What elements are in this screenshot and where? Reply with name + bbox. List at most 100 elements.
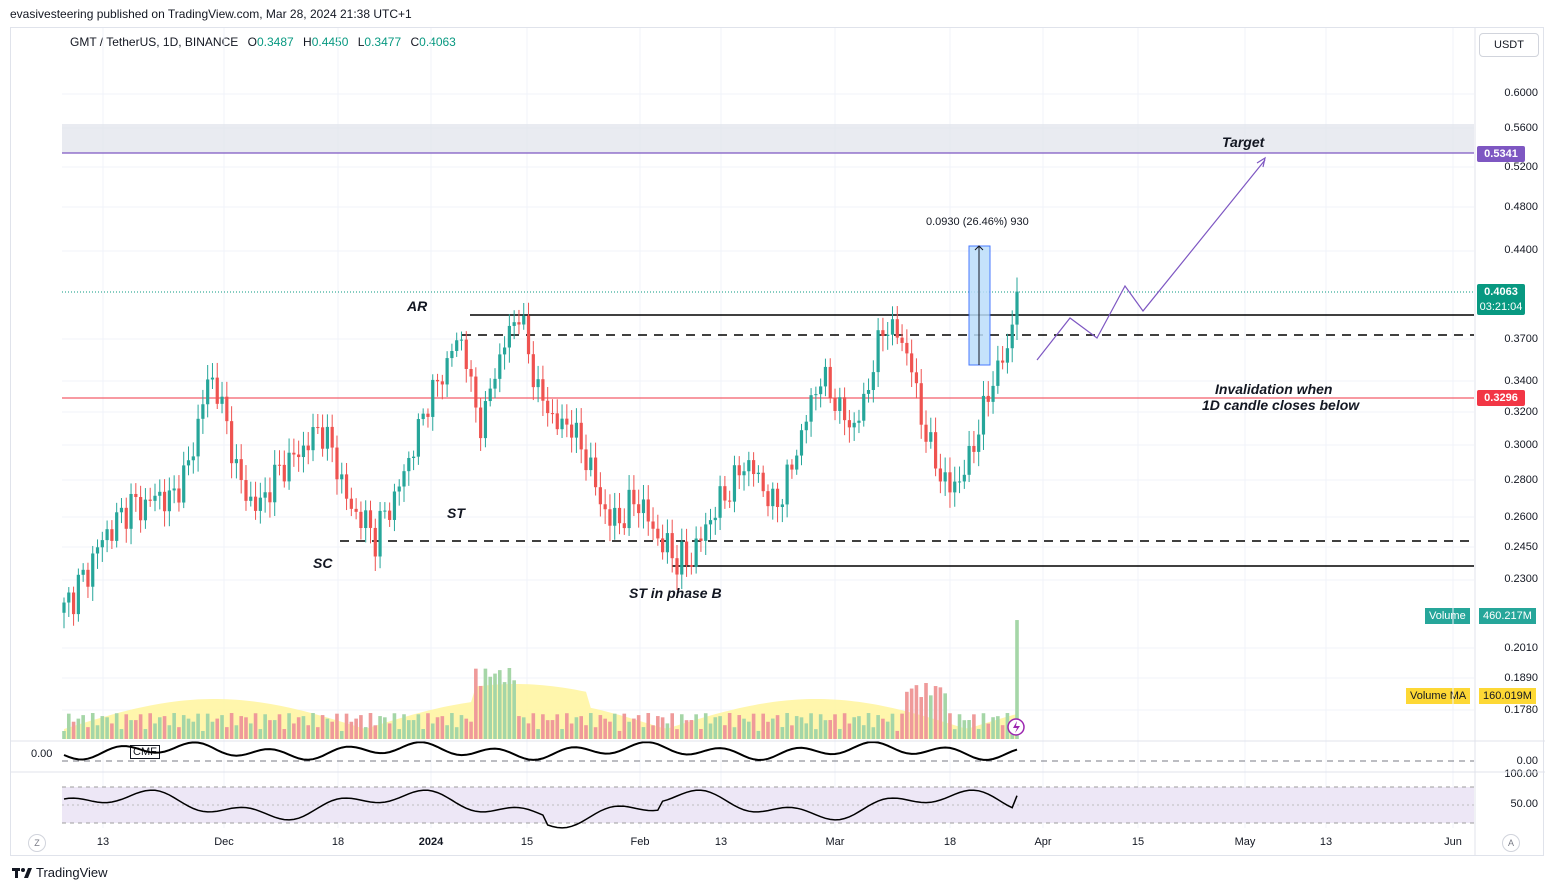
candle-body bbox=[766, 491, 770, 507]
candle-body bbox=[804, 421, 808, 431]
candle-body bbox=[110, 529, 114, 541]
volume-bar bbox=[143, 729, 148, 739]
cmf-label[interactable]: CMF bbox=[130, 745, 160, 759]
volume-bar bbox=[502, 682, 507, 739]
volume-bar bbox=[134, 720, 138, 739]
candle-body bbox=[115, 512, 119, 541]
candle-body bbox=[857, 420, 861, 423]
volume-bar bbox=[478, 685, 483, 739]
candle-body bbox=[244, 480, 248, 501]
volume-bar bbox=[100, 716, 105, 739]
volume-bar bbox=[545, 720, 550, 739]
st-annotation: ST bbox=[447, 505, 465, 521]
volume-bar bbox=[124, 714, 129, 739]
volume-bar bbox=[71, 721, 76, 739]
volume-bar bbox=[62, 731, 66, 739]
volume-bar bbox=[593, 727, 598, 739]
candle-body bbox=[225, 396, 229, 422]
candle-body bbox=[593, 457, 598, 488]
volume-bar bbox=[244, 717, 248, 739]
candle-body bbox=[986, 395, 990, 402]
candle-body bbox=[502, 347, 507, 355]
candle-body bbox=[819, 386, 823, 395]
candle-body bbox=[483, 401, 488, 439]
volume-bar bbox=[584, 725, 588, 739]
candle-body bbox=[239, 459, 243, 481]
volume-bar bbox=[220, 715, 224, 739]
volume-bar bbox=[507, 668, 512, 739]
auto-scale-button[interactable]: A bbox=[1502, 834, 1520, 852]
candle-body bbox=[914, 372, 919, 384]
candle-body bbox=[555, 413, 559, 430]
candle-body bbox=[790, 464, 794, 470]
symbol-legend[interactable]: GMT / TetherUS, 1D, BINANCE O0.3487 H0.4… bbox=[70, 35, 456, 49]
candle-body bbox=[785, 464, 789, 505]
volume-bar bbox=[905, 691, 909, 739]
volume-bar bbox=[847, 723, 852, 739]
measure-label: 0.0930 (26.46%) 930 bbox=[926, 216, 1029, 228]
volume-bar bbox=[766, 721, 770, 739]
volume-bar bbox=[248, 723, 253, 739]
volume-bar bbox=[339, 730, 344, 739]
candle-body bbox=[876, 330, 880, 373]
candle-body bbox=[756, 472, 760, 475]
volume-bar bbox=[646, 713, 651, 739]
volume-bar bbox=[679, 714, 684, 739]
candle-body bbox=[392, 491, 397, 520]
volume-bar bbox=[215, 718, 220, 739]
candle-body bbox=[661, 538, 665, 553]
volume-bar bbox=[670, 713, 674, 739]
volume-bar bbox=[201, 730, 205, 739]
volume-bar bbox=[148, 713, 153, 739]
volume-bar bbox=[718, 716, 722, 739]
volume-bar bbox=[292, 723, 296, 739]
candle-body bbox=[445, 358, 449, 385]
candle-body bbox=[708, 520, 713, 525]
volume-bar bbox=[976, 728, 981, 739]
candle-body bbox=[886, 334, 890, 336]
candle-body bbox=[924, 424, 928, 442]
price-tick: 0.3200 bbox=[1504, 406, 1538, 418]
rsi-line bbox=[63, 789, 1018, 829]
candle-body bbox=[684, 541, 689, 566]
volume-bar bbox=[90, 713, 95, 739]
candle-body bbox=[761, 472, 765, 492]
volume-name-label: Volume bbox=[1425, 608, 1470, 624]
candle-body bbox=[953, 481, 957, 493]
candle-body bbox=[962, 474, 966, 482]
time-tick: 2024 bbox=[418, 836, 444, 848]
volume-bar bbox=[258, 729, 263, 739]
volume-bar bbox=[727, 713, 732, 739]
cmf-right-value: 0.00 bbox=[1516, 755, 1538, 767]
volume-bar bbox=[641, 727, 646, 739]
volume-bar bbox=[900, 713, 904, 739]
volume-bar bbox=[119, 729, 124, 739]
candle-body bbox=[862, 393, 866, 421]
volume-bar bbox=[512, 680, 516, 739]
candle-body bbox=[871, 372, 875, 391]
volume-bar bbox=[296, 717, 301, 739]
candle-body bbox=[1010, 324, 1014, 349]
tradingview-logo-icon bbox=[12, 867, 32, 878]
candle-body bbox=[704, 524, 708, 541]
timezone-button[interactable]: Z bbox=[28, 834, 46, 852]
candle-body bbox=[948, 472, 952, 493]
candle-body bbox=[617, 507, 622, 524]
cmf-line bbox=[63, 740, 1018, 762]
volume-bar bbox=[488, 676, 493, 739]
candle-body bbox=[1001, 360, 1005, 363]
currency-button[interactable]: USDT bbox=[1479, 33, 1539, 57]
candle-body bbox=[905, 342, 909, 354]
volume-bar bbox=[967, 720, 971, 739]
candle-body bbox=[507, 325, 511, 348]
volume-bar bbox=[517, 716, 521, 739]
open-value: 0.3487 bbox=[256, 35, 294, 49]
candle-body bbox=[723, 486, 727, 501]
price-tick: 0.5200 bbox=[1504, 161, 1538, 173]
volume-bar bbox=[363, 727, 368, 739]
time-tick: Apr bbox=[1034, 836, 1052, 848]
candle-body bbox=[560, 418, 564, 430]
volume-bar bbox=[933, 686, 938, 739]
price-tick: 0.2600 bbox=[1504, 511, 1538, 523]
